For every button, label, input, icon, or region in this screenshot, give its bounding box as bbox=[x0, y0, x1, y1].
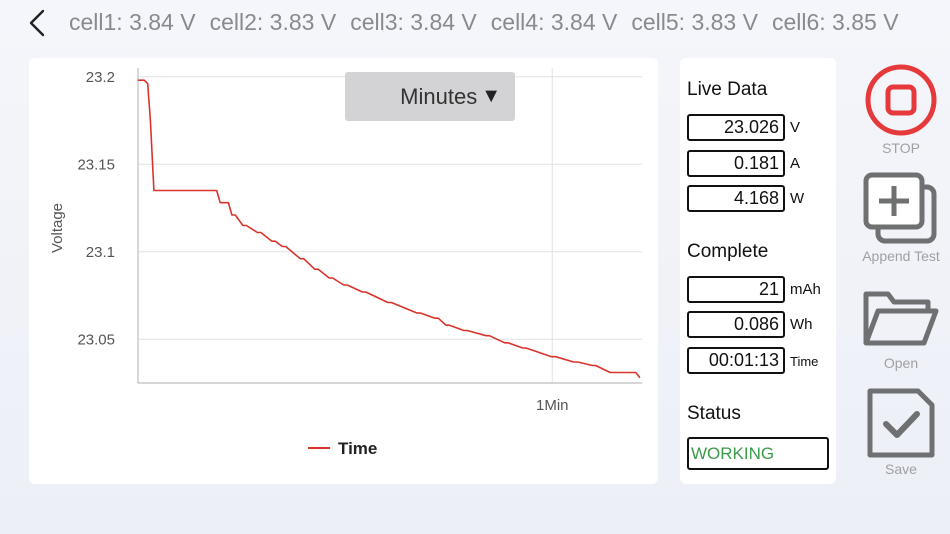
open-button[interactable] bbox=[856, 286, 946, 355]
cell-voltage-3: cell3: 3.84 V bbox=[350, 9, 477, 35]
back-chevron-icon[interactable] bbox=[26, 8, 52, 38]
legend-label: Time bbox=[338, 439, 377, 458]
append-test-icon bbox=[863, 172, 937, 244]
y-tick-label: 23.1 bbox=[86, 244, 115, 261]
status-field: WORKING bbox=[687, 437, 829, 470]
cell-voltage-1: cell1: 3.84 V bbox=[69, 9, 196, 35]
chevron-down-icon: ▼ bbox=[481, 85, 501, 107]
capacity-unit: mAh bbox=[790, 281, 821, 298]
chart-legend: Time bbox=[308, 439, 377, 458]
time-unit-label: Minutes bbox=[400, 83, 478, 109]
voltage-field: 23.026 bbox=[687, 114, 785, 141]
y-axis-label: Voltage bbox=[49, 203, 66, 253]
live-data-title: Live Data bbox=[687, 79, 768, 100]
time-unit-dropdown[interactable]: Minutes ▼ bbox=[345, 72, 515, 121]
save-check-icon bbox=[867, 388, 935, 458]
voltage-chart: Voltage 23.05 23.1 23.15 23.2 1Min Time bbox=[49, 68, 642, 458]
energy-unit: Wh bbox=[790, 316, 813, 333]
chart-grid bbox=[138, 68, 642, 383]
voltage-unit: V bbox=[790, 119, 801, 136]
chart-card: Voltage 23.05 23.1 23.15 23.2 1Min Time Minu… bbox=[29, 58, 658, 484]
stop-button[interactable] bbox=[856, 60, 946, 145]
y-tick-label: 23.2 bbox=[86, 69, 115, 86]
energy-field: 0.086 bbox=[687, 311, 785, 338]
cell-voltage-4: cell4: 3.84 V bbox=[490, 9, 618, 35]
open-label: Open bbox=[883, 355, 919, 371]
stop-label: STOP bbox=[882, 140, 920, 156]
chart-axes: Voltage bbox=[49, 68, 642, 384]
cell-voltage-6: cell6: 3.85 V bbox=[771, 9, 899, 35]
chart-ticks: 23.05 23.1 23.15 23.2 1Min bbox=[77, 69, 568, 414]
append-test-button[interactable] bbox=[856, 172, 946, 249]
save-button[interactable] bbox=[856, 387, 946, 466]
capacity-field: 21 bbox=[687, 276, 785, 303]
elapsed-time-field: 00:01:13 bbox=[687, 347, 785, 374]
current-field: 0.181 bbox=[687, 150, 785, 177]
cell-voltages: cell1: 3.84 V cell2: 3.83 V cell3: 3.84 … bbox=[69, 9, 899, 36]
x-tick-label: 1Min bbox=[536, 397, 569, 414]
power-field: 4.168 bbox=[687, 185, 785, 212]
append-test-label: Append Test bbox=[862, 248, 940, 264]
save-label: Save bbox=[885, 461, 917, 477]
status-title: Status bbox=[687, 403, 741, 424]
top-bar: cell1: 3.84 V cell2: 3.83 V cell3: 3.84 … bbox=[0, 0, 950, 46]
time-unit: Time bbox=[790, 354, 819, 369]
stop-icon bbox=[865, 64, 937, 136]
complete-title: Complete bbox=[687, 241, 769, 262]
voltage-series-line bbox=[138, 79, 641, 379]
cell-voltage-2: cell2: 3.83 V bbox=[209, 9, 337, 35]
power-unit: W bbox=[790, 190, 805, 207]
data-panel: Live Data 23.026 V 0.181 A 4.168 W Compl… bbox=[680, 58, 836, 484]
current-unit: A bbox=[790, 155, 801, 172]
y-tick-label: 23.05 bbox=[77, 331, 115, 348]
cell-voltage-5: cell5: 3.83 V bbox=[631, 9, 758, 35]
chart-series bbox=[138, 79, 641, 379]
y-tick-label: 23.15 bbox=[77, 156, 115, 173]
open-folder-icon bbox=[863, 291, 939, 346]
